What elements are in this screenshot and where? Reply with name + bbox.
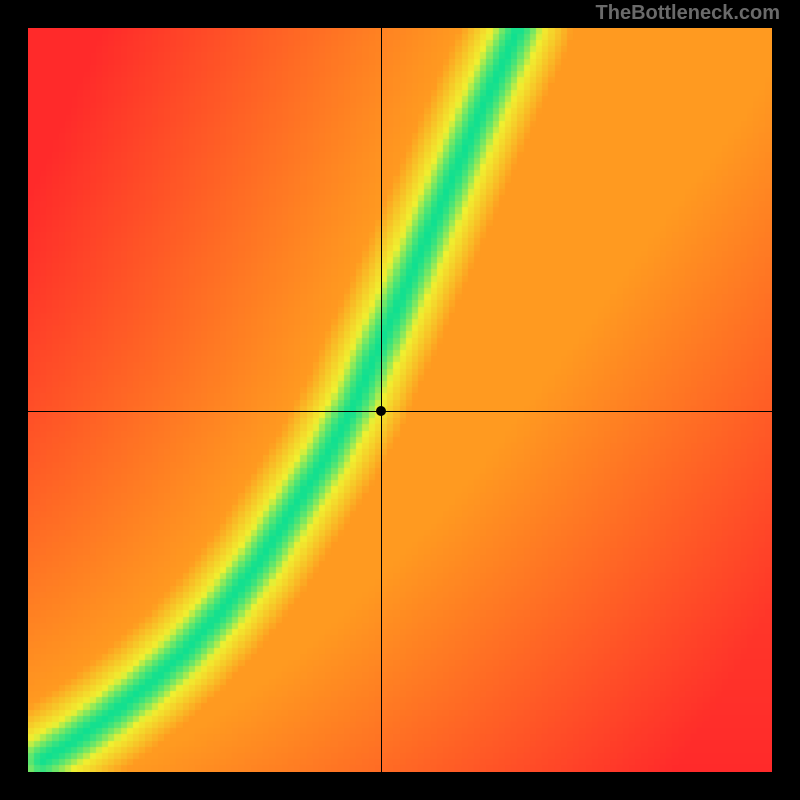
crosshair-horizontal [28,411,772,412]
watermark-text: TheBottleneck.com [596,2,780,25]
crosshair-marker [376,406,386,416]
heatmap-canvas [28,28,772,772]
crosshair-vertical [381,28,382,772]
plot-area [28,28,772,772]
